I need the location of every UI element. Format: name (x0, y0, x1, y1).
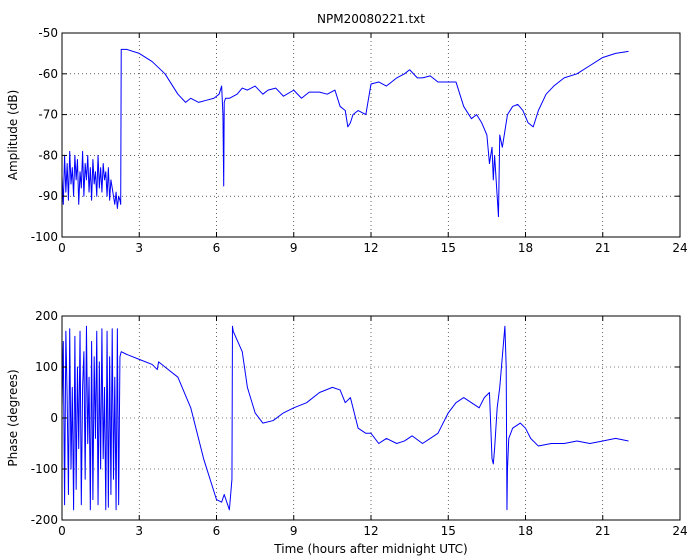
series-line (61, 48, 629, 218)
x-tick-label: 3 (135, 241, 143, 255)
y-tick-label: -100 (31, 230, 58, 244)
y-axis-label: Phase (degrees) (6, 369, 20, 466)
y-tick-label: -80 (38, 148, 58, 162)
y-tick-label: -50 (38, 26, 58, 40)
y-tick-label: 200 (35, 309, 58, 323)
y-tick-label: 100 (35, 360, 58, 374)
x-tick-label: 3 (135, 524, 143, 538)
x-tick-label: 21 (595, 241, 610, 255)
x-tick-label: 12 (363, 241, 378, 255)
y-tick-label: 0 (50, 411, 58, 425)
x-tick-label: 6 (213, 524, 221, 538)
y-tick-label: -90 (38, 189, 58, 203)
x-tick-label: 18 (518, 524, 533, 538)
x-tick-label: 0 (58, 241, 66, 255)
x-tick-label: 6 (213, 241, 221, 255)
y-tick-label: -70 (38, 108, 58, 122)
y-tick-label: -100 (31, 462, 58, 476)
x-axis-label: Time (hours after midnight UTC) (273, 542, 467, 556)
x-tick-label: 24 (672, 241, 687, 255)
x-tick-label: 21 (595, 524, 610, 538)
x-tick-label: 9 (290, 241, 298, 255)
x-tick-label: 15 (441, 524, 456, 538)
x-tick-label: 24 (672, 524, 687, 538)
x-tick-label: 18 (518, 241, 533, 255)
phase-panel: 0 3 6 9 12 15 18 21 24 -200 -100 0 100 200 Phase (degr… (6, 309, 688, 556)
y-tick-label: -200 (31, 513, 58, 527)
x-tick-label: 15 (441, 241, 456, 255)
y-tick-label: -60 (38, 67, 58, 81)
x-tick-label: 12 (363, 524, 378, 538)
chart-title: NPM20080221.txt (317, 12, 425, 26)
amplitude-panel: 0 3 6 9 12 15 18 21 24 -100 -90 -80 -70 -60 -50 NPM2008… (6, 12, 688, 255)
y-axis-label: Amplitude (dB) (6, 90, 20, 181)
x-tick-label: 9 (290, 524, 298, 538)
series-line (61, 325, 629, 511)
x-tick-label: 0 (58, 524, 66, 538)
